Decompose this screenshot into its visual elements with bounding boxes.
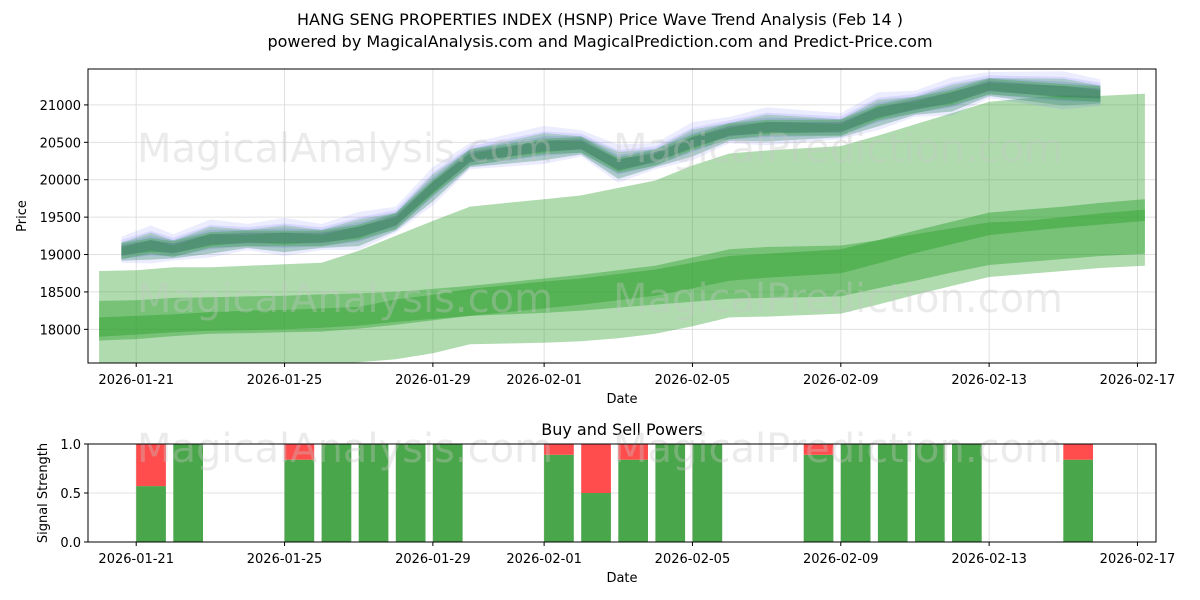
power-bars bbox=[136, 444, 1093, 542]
sell-bar bbox=[618, 444, 648, 460]
watermark-prediction-mid: MagicalPrediction.com bbox=[613, 276, 1063, 322]
buy-bar bbox=[544, 454, 574, 542]
buy-bar bbox=[915, 444, 945, 542]
price-x-label: Date bbox=[606, 392, 637, 407]
price-x-tick-label: 2026-02-13 bbox=[951, 373, 1027, 388]
buy-bar bbox=[618, 459, 648, 542]
power-watermarks: MagicalAnalysis.com MagicalPrediction.co… bbox=[137, 426, 1063, 472]
price-y-tick-label: 21000 bbox=[40, 99, 81, 114]
price-y-tick-label: 18500 bbox=[40, 286, 81, 301]
power-x-tick-label: 2026-02-09 bbox=[803, 552, 879, 567]
price-x-tick-label: 2026-02-01 bbox=[506, 373, 582, 388]
watermark-analysis-mid: MagicalAnalysis.com bbox=[137, 276, 553, 322]
price-plot-frame bbox=[87, 68, 1157, 364]
power-x-tick-label: 2026-02-05 bbox=[655, 552, 731, 567]
buy-bar bbox=[655, 444, 686, 542]
power-x-tick-label: 2026-02-13 bbox=[951, 552, 1027, 567]
buy-bar bbox=[358, 444, 389, 542]
power-x-tick-label: 2026-02-01 bbox=[506, 552, 582, 567]
power-y-tick-label: 0.5 bbox=[60, 487, 81, 502]
sell-bar bbox=[803, 444, 834, 455]
price-watermarks: MagicalAnalysis.com MagicalPrediction.co… bbox=[137, 126, 1063, 322]
price-y-ticks: 18000 18500 19000 19500 20000 20500 21000 bbox=[40, 99, 88, 338]
price-x-ticks: 2026-01-21 2026-01-25 2026-01-29 2026-02-01… bbox=[98, 363, 1175, 388]
sell-bar bbox=[1063, 444, 1093, 460]
price-x-tick-label: 2026-02-17 bbox=[1100, 373, 1176, 388]
price-blue-band bbox=[121, 78, 1101, 259]
price-y-tick-label: 18000 bbox=[40, 323, 81, 338]
buy-bar bbox=[1063, 459, 1093, 542]
chart-title-line1: HANG SENG PROPERTIES INDEX (HSNP) Price … bbox=[297, 10, 903, 29]
buy-bar bbox=[321, 444, 352, 542]
sell-bar bbox=[136, 444, 166, 487]
price-y-tick-label: 20000 bbox=[40, 174, 81, 189]
price-green-band bbox=[121, 82, 1101, 255]
buy-bar bbox=[803, 454, 834, 542]
price-wave-band bbox=[99, 93, 1145, 363]
watermark-prediction-top: MagicalPrediction.com bbox=[613, 126, 1063, 172]
power-x-tick-label: 2026-01-29 bbox=[395, 552, 471, 567]
price-x-tick-label: 2026-01-21 bbox=[98, 373, 174, 388]
price-green-band bbox=[121, 78, 1101, 259]
buy-bar bbox=[877, 444, 908, 542]
buy-bar bbox=[581, 493, 611, 542]
price-grid bbox=[88, 69, 1156, 363]
buy-bar bbox=[692, 444, 723, 542]
price-x-tick-label: 2026-02-05 bbox=[655, 373, 731, 388]
buy-bar bbox=[952, 444, 982, 542]
buy-bar bbox=[136, 486, 166, 542]
price-y-label: Price bbox=[15, 200, 30, 232]
price-wave-bands bbox=[99, 93, 1145, 363]
buy-bar bbox=[432, 444, 463, 542]
price-blue-band bbox=[121, 71, 1101, 264]
price-blue-bands bbox=[121, 71, 1101, 264]
buy-bar bbox=[284, 459, 315, 542]
price-x-tick-label: 2026-01-25 bbox=[247, 373, 323, 388]
price-core-band bbox=[121, 81, 1101, 256]
power-x-tick-label: 2026-02-17 bbox=[1100, 552, 1176, 567]
buy-bar bbox=[395, 444, 426, 542]
price-x-tick-label: 2026-01-29 bbox=[395, 373, 471, 388]
power-y-tick-label: 1.0 bbox=[60, 438, 81, 453]
price-green-band bbox=[121, 78, 1101, 261]
price-blue-band bbox=[121, 75, 1101, 261]
price-y-tick-label: 19500 bbox=[40, 211, 81, 226]
price-wave-band bbox=[99, 199, 1145, 337]
power-x-tick-label: 2026-01-25 bbox=[247, 552, 323, 567]
power-y-tick-label: 0.0 bbox=[60, 536, 81, 551]
buy-bar bbox=[840, 444, 871, 542]
watermark-analysis-top: MagicalAnalysis.com bbox=[137, 126, 553, 172]
power-y-label: Signal Strength bbox=[36, 443, 51, 543]
buy-bar bbox=[173, 444, 203, 542]
sell-bar bbox=[284, 444, 315, 460]
sell-bar bbox=[581, 444, 611, 493]
power-y-ticks: 0.0 0.5 1.0 bbox=[60, 438, 88, 551]
price-wave-band bbox=[99, 209, 1145, 341]
chart-title-line2: powered by MagicalAnalysis.com and Magic… bbox=[267, 32, 932, 51]
watermark-prediction-bottom: MagicalPrediction.com bbox=[613, 426, 1063, 472]
price-x-tick-label: 2026-02-09 bbox=[803, 373, 879, 388]
power-chart-title: Buy and Sell Powers bbox=[541, 420, 703, 439]
power-x-ticks: 2026-01-21 2026-01-25 2026-01-29 2026-02-01… bbox=[98, 542, 1175, 567]
sell-bar bbox=[544, 444, 574, 455]
power-x-label: Date bbox=[606, 571, 637, 586]
price-y-tick-label: 20500 bbox=[40, 136, 81, 151]
price-y-tick-label: 19000 bbox=[40, 249, 81, 264]
power-x-tick-label: 2026-01-21 bbox=[98, 552, 174, 567]
watermark-analysis-bottom: MagicalAnalysis.com bbox=[137, 426, 553, 472]
